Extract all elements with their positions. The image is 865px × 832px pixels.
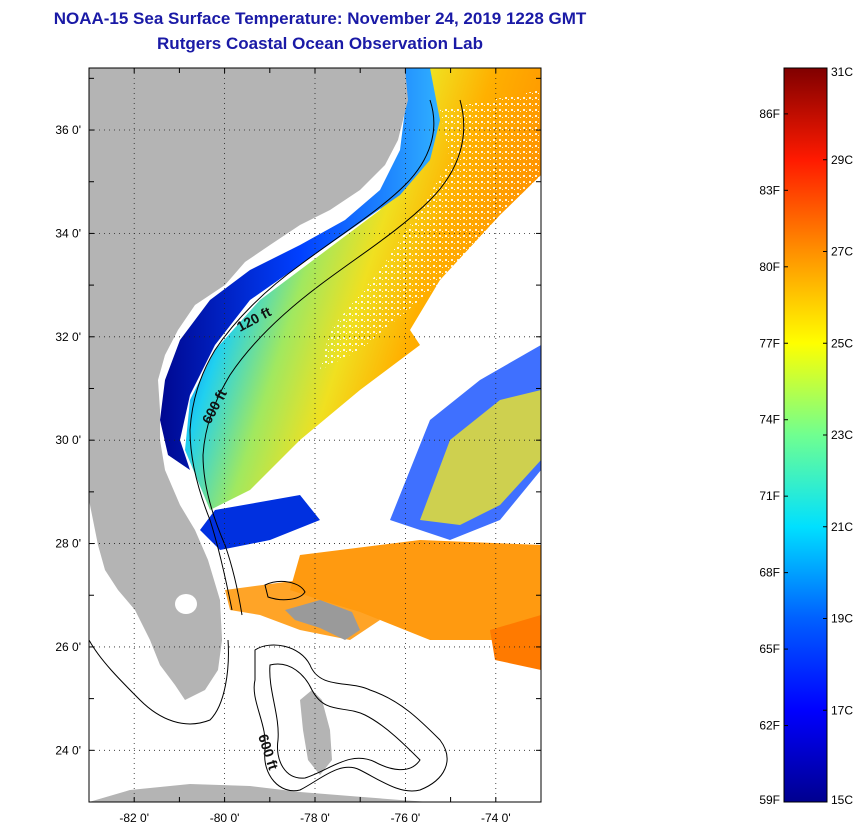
isobath-120ft [189,99,435,611]
lon-label-1: -80 0' [210,811,240,825]
cay-sal-contour [264,581,306,601]
colorbar-label-c-3: 25C [831,336,853,350]
lon-label-0: -82 0' [119,811,149,825]
cloud-speckle-area [320,90,541,370]
lat-label-2: 28 0' [55,537,81,551]
colorbar-label-c-2: 27C [831,245,853,259]
lat-label-4: 32 0' [55,330,81,344]
colorbar-label-c-7: 17C [831,703,853,717]
land-grand-bahama [285,600,360,640]
colorbar-scale [783,67,828,803]
colorbar-label-c-8: 15C [831,793,853,807]
map-title: NOAA-15 Sea Surface Temperature: Novembe… [53,9,587,28]
sst-nearshore-band [160,68,440,470]
lat-label-3: 30 0' [55,433,81,447]
colorbar-labels: 31C 29C 27C 25C 23C 21C 19C 17C 15C 86F 83F 80F 77F 7… [759,65,853,807]
colorbar-label-f-3: 77F [759,336,780,350]
lat-label-0: 24 0' [55,743,81,757]
sst-east-strip [490,615,541,670]
colorbar-label-c-0: 31C [831,65,853,79]
sst-swath-east-warm [420,390,541,525]
bahamas-bank-contour-inner [269,663,421,779]
colorbar-label-f-7: 65F [759,642,780,656]
colorbar-label-f-8: 62F [759,719,780,733]
isobath-600ft [202,99,465,616]
colorbar-label-f-0: 86F [759,107,780,121]
lon-label-3: -76 0' [391,811,421,825]
sst-swath-south [290,540,541,640]
graticule [89,68,541,802]
lon-label-2: -78 0' [300,811,330,825]
map-subtitle: Rutgers Coastal Ocean Observation Lab [157,34,483,53]
colorbar-label-c-4: 23C [831,428,853,442]
land-us-southeast [89,68,408,700]
lat-label-5: 34 0' [55,226,81,240]
colorbar-label-f-2: 80F [759,260,780,274]
colorbar-label-c-1: 29C [831,153,853,167]
sst-swath-south-blue [200,495,320,550]
land-cuba [89,784,430,802]
colorbar-label-f-5: 71F [759,489,780,503]
colorbar-label-f-1: 83F [759,183,780,197]
colorbar-label-f-6: 68F [759,566,780,580]
colorbar-label-f-4: 74F [759,413,780,427]
map-axes: -82 0' -80 0' -78 0' -76 0' -74 0' 24 0' 26 0'… [55,68,542,825]
lat-label-1: 26 0' [55,640,81,654]
colorbar-label-c-5: 21C [831,520,853,534]
colorbar-label-f-9: 59F [759,793,780,807]
lake-okeechobee [175,594,197,614]
bahamas-bank-contour [253,644,448,792]
colorbar-label-c-6: 19C [831,612,853,626]
land-andros [300,690,332,775]
lat-label-6: 36 0' [55,123,81,137]
map-area [89,68,541,802]
florida-shelf-contour [89,639,229,725]
lon-label-4: -74 0' [481,811,511,825]
